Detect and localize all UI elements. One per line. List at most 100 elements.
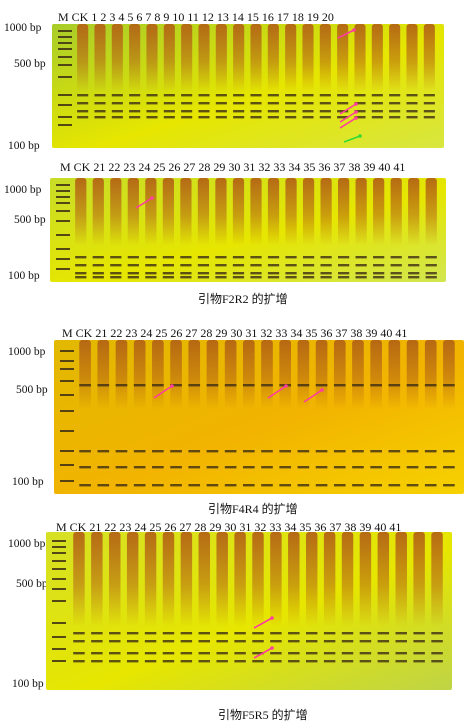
- dna-band: [146, 116, 158, 119]
- dna-band: [180, 660, 193, 663]
- dna-band: [423, 116, 435, 119]
- marker-band: [52, 560, 66, 562]
- dna-band: [425, 272, 437, 275]
- arrow-head-icon: [358, 134, 362, 138]
- dna-band: [216, 640, 228, 643]
- dna-band: [370, 384, 382, 387]
- marker-band: [60, 350, 74, 352]
- lane-smear: [180, 178, 192, 246]
- dna-band: [285, 256, 297, 259]
- dna-band: [115, 450, 128, 453]
- lane-smear: [232, 178, 245, 246]
- lane-smear: [279, 340, 292, 410]
- lane-smear: [233, 24, 245, 93]
- lane-smear: [73, 532, 85, 627]
- dna-band: [110, 276, 122, 279]
- marker-band: [56, 268, 70, 270]
- arrow-head-icon: [320, 388, 324, 392]
- dna-band: [198, 110, 210, 113]
- dna-band: [94, 116, 106, 119]
- marker-band: [52, 600, 66, 602]
- dna-band: [297, 466, 310, 469]
- dna-band: [127, 256, 139, 259]
- dna-band: [146, 94, 158, 97]
- dna-band: [188, 384, 201, 387]
- dna-band: [337, 116, 349, 119]
- size-label-100: 100 bp: [12, 476, 44, 488]
- lane-smear: [267, 24, 279, 93]
- arrow-head-icon: [354, 116, 358, 120]
- dna-band: [371, 110, 383, 113]
- dna-band: [443, 466, 455, 469]
- lane-smear: [127, 178, 139, 246]
- lane-smear: [79, 340, 91, 410]
- lane-smear: [129, 24, 141, 93]
- dna-band: [77, 94, 89, 97]
- dna-band: [377, 632, 390, 635]
- dna-band: [424, 466, 437, 469]
- lane-smear: [206, 340, 219, 410]
- dna-band: [297, 484, 310, 487]
- dna-band: [285, 264, 297, 267]
- dna-band: [170, 450, 182, 453]
- size-label-1000: 1000 bp: [4, 22, 42, 34]
- dna-band: [94, 94, 106, 97]
- dna-band: [250, 116, 262, 119]
- dna-band: [371, 102, 383, 105]
- dna-band: [370, 484, 382, 487]
- dna-band: [288, 660, 300, 663]
- dna-band: [146, 102, 158, 105]
- dna-band: [170, 466, 182, 469]
- arrow-head-icon: [150, 196, 154, 200]
- marker-band: [52, 552, 66, 554]
- dna-band: [215, 110, 227, 113]
- lane-smear: [126, 532, 139, 627]
- dna-band: [338, 276, 350, 279]
- dna-band: [242, 384, 255, 387]
- lane-smear: [288, 532, 300, 627]
- arrow-icon: [343, 135, 361, 143]
- dna-band: [305, 640, 318, 643]
- dna-band: [297, 384, 310, 387]
- lane-smear: [92, 178, 104, 246]
- lane-smear: [170, 340, 182, 410]
- dna-band: [233, 94, 245, 97]
- dna-band: [144, 640, 157, 643]
- dna-band: [133, 484, 146, 487]
- dna-band: [145, 256, 157, 259]
- lane-smear: [355, 178, 367, 246]
- lane-smear: [408, 178, 420, 246]
- marker-band: [58, 30, 72, 32]
- figure-caption: 引物F4R4 的扩增: [208, 502, 298, 516]
- dna-band: [270, 652, 282, 655]
- arrow-icon: [339, 103, 357, 115]
- dna-band: [395, 660, 407, 663]
- arrow-head-icon: [354, 102, 358, 106]
- dna-band: [180, 272, 192, 275]
- lane-smear: [146, 24, 158, 93]
- dna-band: [110, 256, 122, 259]
- lane-smear: [91, 532, 103, 627]
- dna-band: [319, 94, 331, 97]
- lane-smear: [305, 532, 318, 627]
- dna-band: [215, 94, 227, 97]
- marker-band: [56, 248, 70, 250]
- lane-smear: [389, 24, 401, 93]
- dna-band: [216, 652, 228, 655]
- dna-band: [302, 272, 315, 275]
- size-label-500: 500 bp: [16, 578, 48, 590]
- dna-band: [77, 116, 89, 119]
- marker-band: [52, 648, 66, 650]
- lane-smear: [320, 178, 332, 246]
- dna-band: [92, 264, 104, 267]
- lane-smear: [111, 24, 123, 93]
- marker-band: [52, 622, 66, 624]
- dna-band: [354, 110, 366, 113]
- dna-band: [162, 640, 175, 643]
- dna-band: [162, 272, 174, 275]
- dna-band: [75, 256, 87, 259]
- marker-band: [52, 588, 66, 590]
- dna-band: [323, 660, 336, 663]
- dna-band: [341, 640, 354, 643]
- dna-band: [145, 272, 157, 275]
